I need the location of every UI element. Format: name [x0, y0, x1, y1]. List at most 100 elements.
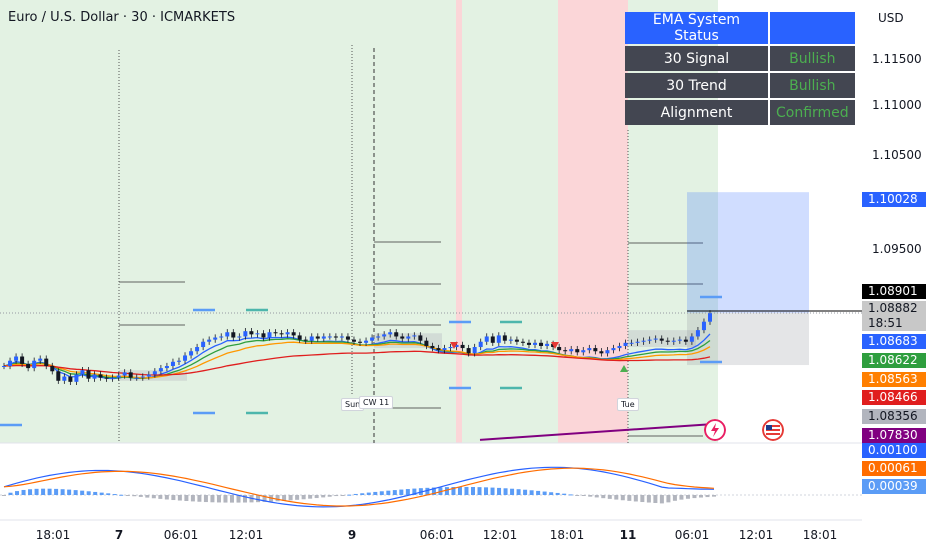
macd-histogram-bar — [712, 495, 716, 497]
candle-body — [2, 366, 6, 368]
candle-body — [50, 366, 55, 372]
candle-body — [255, 333, 260, 335]
candle-body — [424, 340, 429, 346]
buy-signal-arrow — [620, 365, 628, 372]
candle-body — [231, 332, 236, 338]
candle-body — [442, 348, 447, 351]
macd-histogram-bar — [614, 495, 619, 500]
candle-body — [394, 332, 399, 337]
candle-body — [611, 348, 616, 351]
candle-body — [128, 372, 133, 378]
macd-histogram-bar — [262, 495, 267, 502]
candle-body — [460, 344, 465, 349]
macd-histogram-bar — [470, 487, 475, 495]
macd-histogram-bar — [666, 495, 671, 503]
session-marker-sun: Sun — [341, 398, 365, 411]
x-tick-label: 7 — [114, 528, 124, 542]
candle-body — [243, 331, 248, 337]
macd-histogram-bar — [282, 495, 287, 501]
candle-body — [80, 370, 85, 375]
x-tick-label: 06:01 — [163, 528, 199, 542]
candle-body — [695, 330, 700, 337]
position-target-zone — [687, 192, 809, 314]
candle-body — [315, 336, 320, 339]
candle-body — [382, 334, 387, 337]
candle-body — [454, 344, 459, 348]
price-tag-ema-mid: 1.08622 — [862, 353, 926, 368]
macd-histogram-bar — [575, 495, 580, 496]
candle-body — [74, 374, 79, 382]
currency-label[interactable]: USD — [878, 11, 904, 25]
candle-body — [647, 339, 652, 341]
candle-body — [412, 335, 417, 337]
candle-body — [68, 376, 73, 382]
status-row-label: Alignment — [625, 100, 768, 125]
macd-histogram-bar — [379, 491, 384, 495]
candle-body — [183, 355, 188, 361]
status-row-label: 30 Signal — [625, 46, 768, 71]
candle-body — [635, 341, 640, 343]
session-marker-tue: Tue — [617, 398, 639, 411]
candle-body — [146, 374, 151, 377]
candle-body — [134, 377, 139, 379]
macd-histogram-bar — [698, 495, 703, 498]
macd-histogram-bar — [503, 488, 508, 495]
x-tick-label: 06:01 — [419, 528, 455, 542]
x-tick-label: 18:01 — [35, 528, 71, 542]
price-tag-ema-long: 1.08466 — [862, 390, 926, 405]
macd-histogram-bar — [138, 495, 143, 497]
macd-histogram-bar — [633, 495, 638, 502]
macd-histogram-bar — [229, 495, 234, 503]
candle-body — [8, 360, 13, 367]
macd-histogram-bar — [112, 494, 117, 496]
macd-histogram-bar — [314, 495, 319, 499]
candle-body — [599, 351, 604, 354]
x-tick-label: 06:01 — [674, 528, 710, 542]
position-stop-zone — [687, 313, 809, 366]
candle-body — [297, 335, 302, 340]
x-tick-label: 18:01 — [549, 528, 585, 542]
macd-histogram-bar — [568, 494, 573, 496]
macd-histogram-bar — [8, 492, 13, 495]
macd-histogram-bar — [405, 489, 410, 495]
candle-body — [92, 374, 97, 379]
candle-body — [98, 374, 103, 378]
us-flag-event-icon[interactable] — [762, 419, 784, 441]
macd-histogram-bar — [386, 490, 391, 495]
candle-body — [285, 332, 290, 335]
candle-body — [508, 339, 513, 341]
candle-body — [605, 350, 610, 354]
candle-body — [152, 371, 157, 375]
macd-histogram-bar — [685, 495, 690, 499]
price-tag-high: 1.08901 — [862, 284, 926, 299]
sell-signal-arrow — [450, 342, 458, 349]
status-row-label: 30 Trend — [625, 73, 768, 98]
candle-body — [683, 339, 688, 342]
candle-body — [466, 348, 471, 354]
macd-histogram-bar — [529, 490, 534, 495]
lightning-event-icon[interactable] — [704, 419, 726, 441]
candle-body — [170, 361, 175, 367]
macd-histogram-bar — [340, 495, 345, 496]
symbol-title[interactable]: Euro / U.S. Dollar · 30 · ICMARKETS — [8, 10, 236, 25]
ema-line — [3, 350, 711, 376]
macd-histogram-bar — [366, 492, 371, 495]
candle-body — [677, 339, 682, 341]
macd-histogram-bar — [347, 494, 352, 496]
macd-histogram-bar — [601, 495, 606, 499]
candle-body — [436, 348, 441, 351]
macd-histogram-bar — [490, 487, 495, 495]
candle-body — [514, 339, 519, 342]
macd-histogram-bar — [67, 489, 72, 495]
macd-histogram-bar — [692, 495, 697, 499]
candle-body — [388, 332, 393, 335]
macd-histogram-bar — [308, 495, 313, 499]
candle-body — [520, 341, 525, 343]
candle-body — [26, 363, 31, 369]
candle-body — [321, 336, 326, 339]
macd-histogram-bar — [464, 486, 469, 495]
candle-body — [484, 336, 489, 342]
candle-body — [38, 358, 43, 361]
macd-histogram-bar — [93, 491, 98, 495]
